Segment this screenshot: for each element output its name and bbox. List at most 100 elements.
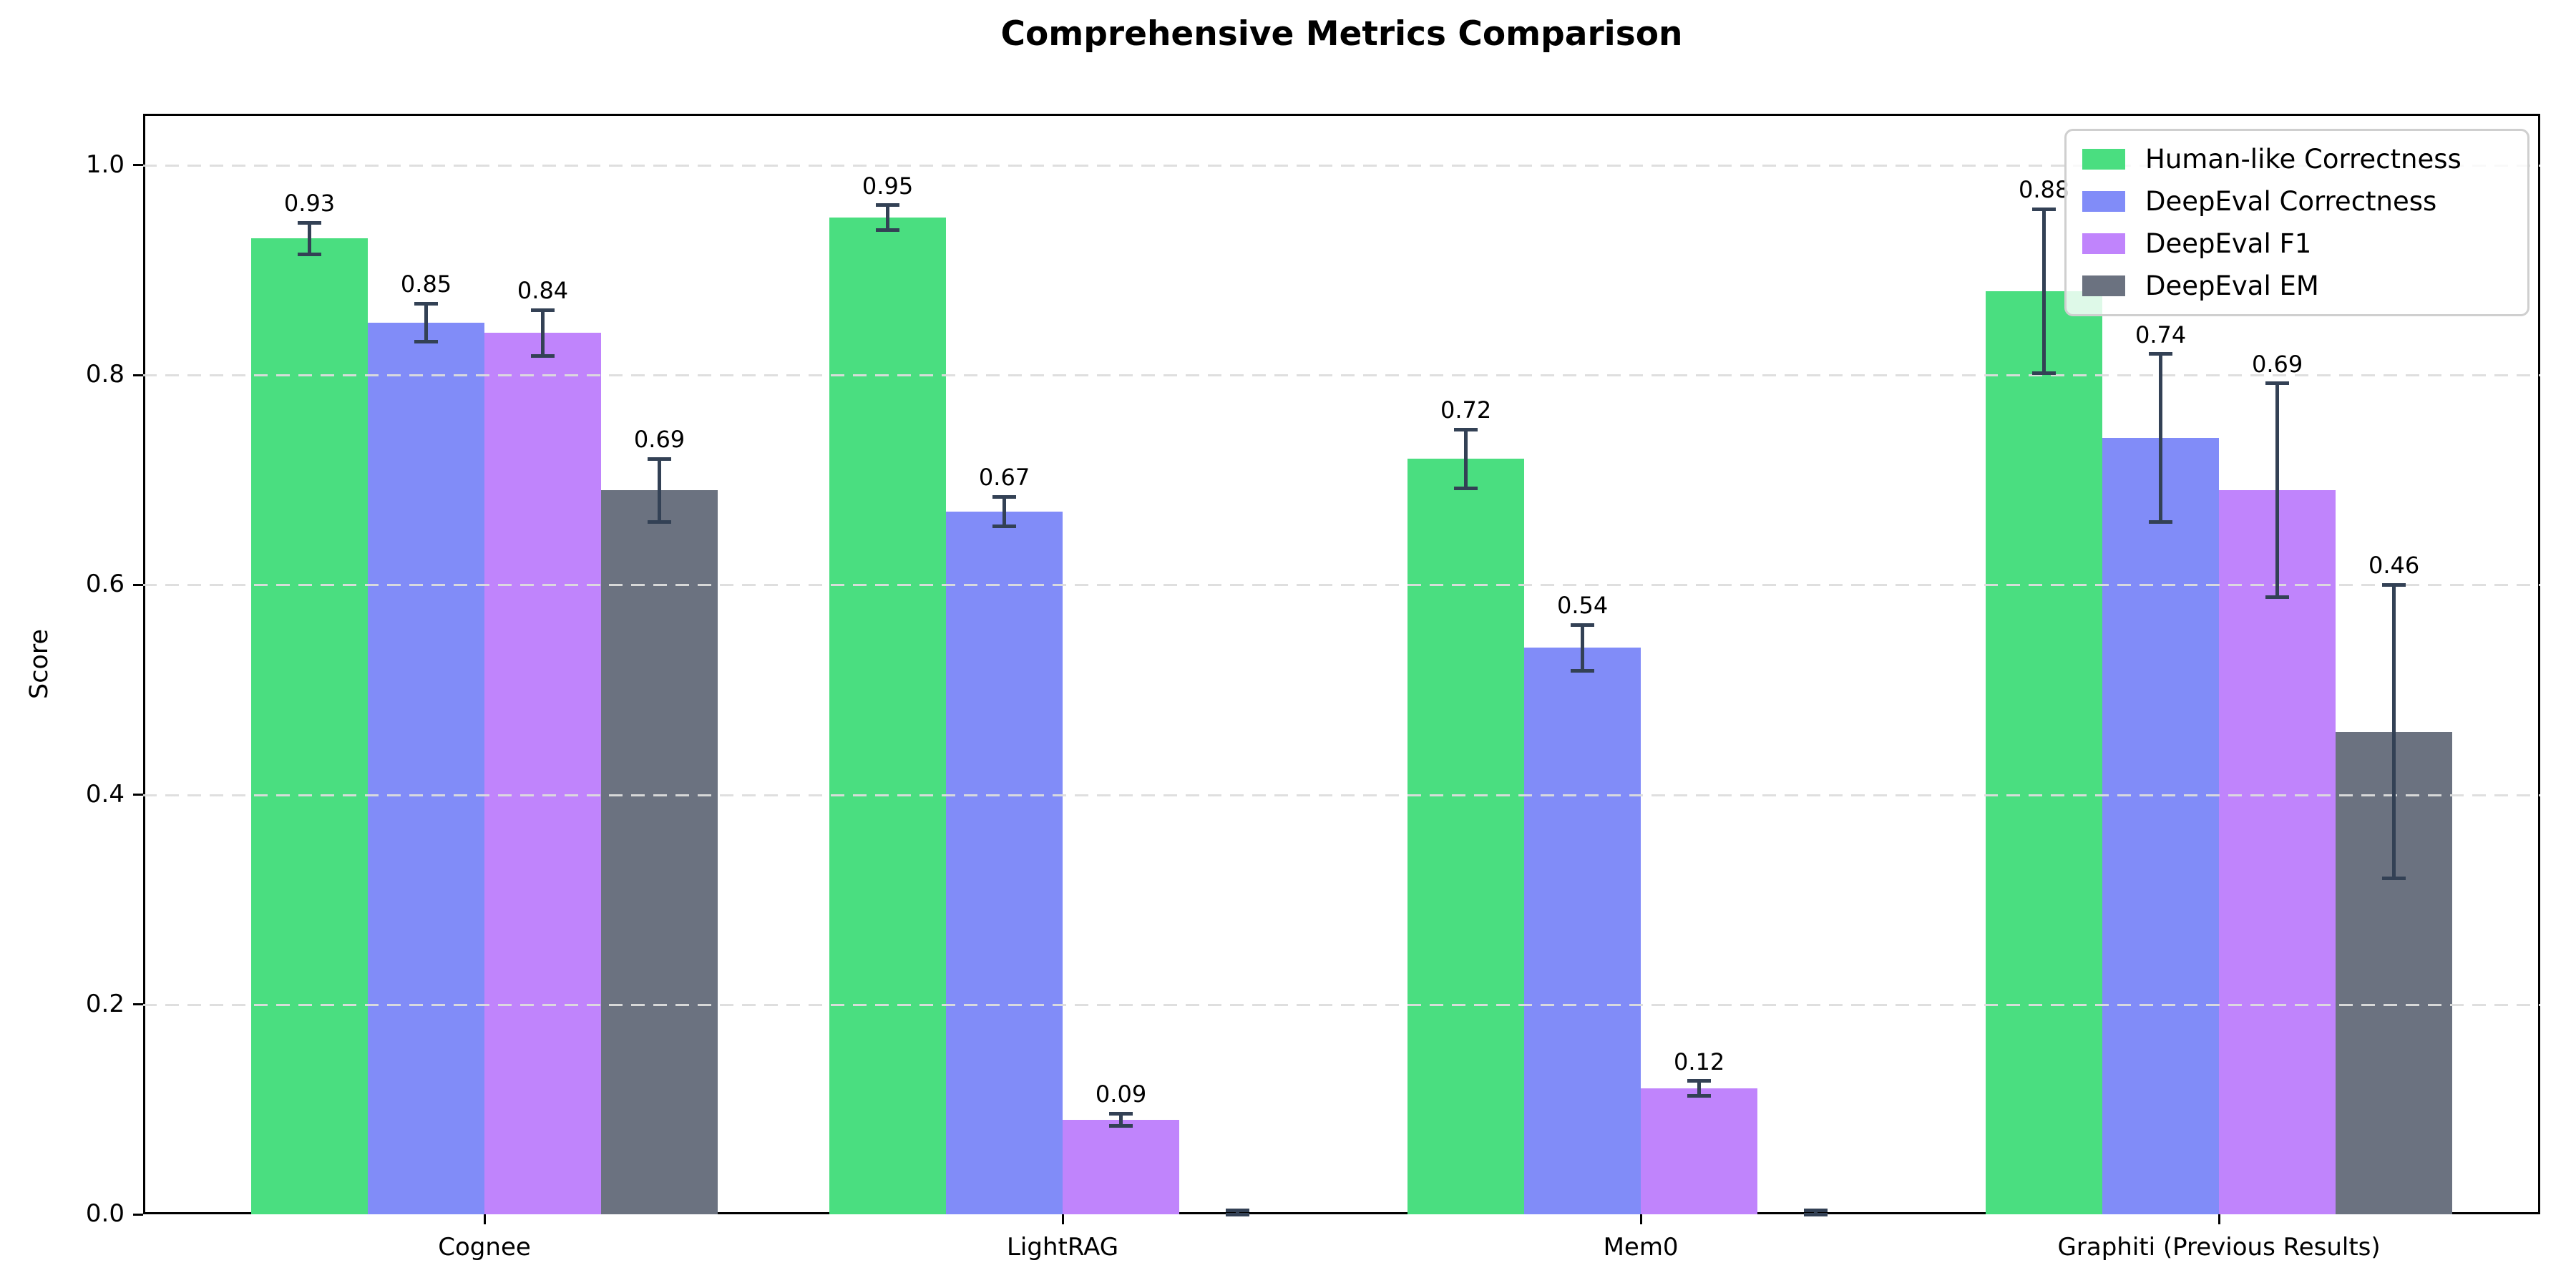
error-cap-low-deepeval-em-mem0 [1804,1212,1828,1216]
error-cap-low-human-like-correctness-graphiti-previous-results [2032,371,2057,375]
bar-human-like-correctness-mem0 [1407,459,1525,1214]
x-tick-label-lightrag: LightRAG [1006,1233,1119,1262]
bar-value-label-human-like-correctness-lightrag: 0.95 [862,172,914,200]
error-bar-deepeval-correctness-lightrag [1002,497,1007,527]
legend-swatch-human-like-correctness [2082,149,2125,170]
bar-human-like-correctness-cognee [251,238,369,1214]
error-bar-human-like-correctness-lightrag [886,205,890,230]
error-cap-high-deepeval-correctness-lightrag [992,494,1017,499]
y-axis-label: Score [25,628,54,700]
error-cap-high-deepeval-em-cognee [648,457,672,461]
error-cap-low-deepeval-correctness-cognee [414,339,439,343]
bar-value-label-deepeval-f1-lightrag: 0.09 [1095,1080,1147,1108]
y-tick-mark-0.2 [133,1003,143,1006]
error-bar-deepeval-correctness-graphiti-previous-results [2159,353,2163,522]
legend-row-human-like-correctness: Human-like Correctness [2082,140,2520,180]
error-cap-low-deepeval-em-lightrag [1226,1212,1250,1216]
x-tick-mark-graphiti-previous-results [2218,1214,2220,1224]
bar-value-label-deepeval-correctness-graphiti-previous-results: 0.74 [2135,321,2187,348]
x-tick-mark-mem0 [1639,1214,1642,1224]
error-cap-low-deepeval-correctness-mem0 [1571,669,1595,673]
error-bar-deepeval-em-lightrag [1236,1210,1240,1214]
error-cap-low-human-like-correctness-lightrag [876,228,900,233]
y-tick-label-0.6: 0.6 [85,570,125,599]
error-cap-high-deepeval-f1-graphiti-previous-results [2265,381,2290,386]
y-tick-label-1.0: 1.0 [85,150,125,179]
error-cap-high-deepeval-correctness-cognee [414,301,439,306]
y-tick-mark-0.6 [133,583,143,586]
y-tick-mark-0.4 [133,794,143,796]
chart-title: Comprehensive Metrics Comparison [1000,14,1683,54]
error-cap-low-deepeval-f1-graphiti-previous-results [2265,595,2290,600]
bar-human-like-correctness-lightrag [829,218,947,1214]
bar-value-label-deepeval-f1-mem0: 0.12 [1673,1048,1725,1075]
error-bar-human-like-correctness-cognee [308,223,312,255]
gridline-y-0.6 [143,584,2540,587]
error-cap-high-deepeval-correctness-graphiti-previous-results [2149,352,2173,356]
bar-value-label-deepeval-correctness-mem0: 0.54 [1556,592,1609,620]
x-tick-mark-cognee [483,1214,486,1224]
y-tick-label-0.4: 0.4 [85,779,125,809]
bar-deepeval-f1-mem0 [1641,1088,1758,1214]
bar-value-label-deepeval-correctness-cognee: 0.85 [400,270,452,298]
bar-deepeval-f1-cognee [484,333,602,1214]
x-tick-label-mem0: Mem0 [1603,1233,1679,1262]
error-cap-low-deepeval-correctness-lightrag [992,524,1017,528]
x-tick-label-graphiti-previous-results: Graphiti (Previous Results) [2057,1233,2381,1262]
bar-deepeval-correctness-mem0 [1524,648,1641,1214]
y-tick-label-0.8: 0.8 [85,360,125,389]
error-cap-high-deepeval-f1-lightrag [1109,1111,1133,1116]
error-bar-deepeval-f1-graphiti-previous-results [2275,383,2280,597]
gridline-y-0.4 [143,794,2540,796]
error-cap-high-deepeval-correctness-mem0 [1571,623,1595,627]
legend: Human-like Correctness DeepEval Correctne… [2064,129,2529,316]
bar-value-label-human-like-correctness-graphiti-previous-results: 0.88 [2018,176,2070,204]
bar-value-label-human-like-correctness-mem0: 0.72 [1440,396,1492,424]
legend-label-human-like-correctness: Human-like Correctness [2145,144,2462,175]
error-bar-human-like-correctness-graphiti-previous-results [2042,209,2046,374]
error-cap-low-deepeval-em-cognee [648,519,672,524]
legend-row-deepeval-correctness: DeepEval Correctness [2082,182,2520,222]
error-bar-deepeval-f1-mem0 [1697,1080,1702,1096]
error-cap-low-deepeval-f1-cognee [531,354,555,358]
error-cap-low-deepeval-f1-mem0 [1687,1093,1712,1098]
error-cap-high-human-like-correctness-lightrag [876,203,900,208]
error-bar-human-like-correctness-mem0 [1464,429,1468,489]
bar-deepeval-correctness-lightrag [946,511,1063,1214]
error-cap-high-deepeval-em-lightrag [1226,1208,1250,1212]
x-tick-label-cognee: Cognee [438,1233,531,1262]
error-cap-low-human-like-correctness-mem0 [1454,486,1478,490]
y-tick-mark-0.8 [133,374,143,376]
error-bar-deepeval-em-cognee [658,459,662,522]
legend-swatch-deepeval-f1 [2082,233,2125,254]
gridline-y-1 [143,164,2540,167]
error-cap-low-deepeval-correctness-graphiti-previous-results [2149,519,2173,524]
bar-value-label-deepeval-correctness-lightrag: 0.67 [978,464,1030,492]
bar-value-label-human-like-correctness-cognee: 0.93 [283,190,336,218]
error-cap-high-deepeval-f1-cognee [531,308,555,312]
legend-label-deepeval-em: DeepEval EM [2145,270,2319,301]
gridline-y-0.2 [143,1003,2540,1006]
legend-row-deepeval-em: DeepEval EM [2082,266,2520,306]
error-cap-low-human-like-correctness-cognee [298,252,322,256]
legend-swatch-deepeval-correctness [2082,191,2125,212]
error-bar-deepeval-em-mem0 [1814,1210,1818,1214]
y-tick-mark-1.0 [133,164,143,167]
plot-area-border [143,114,2540,1214]
error-cap-high-deepeval-em-mem0 [1804,1208,1828,1212]
error-bar-deepeval-em-graphiti-previous-results [2392,585,2396,879]
x-tick-mark-lightrag [1061,1214,1064,1224]
y-tick-label-0.0: 0.0 [85,1199,125,1228]
error-cap-high-human-like-correctness-cognee [298,220,322,225]
bar-value-label-deepeval-f1-cognee: 0.84 [517,277,569,305]
error-cap-low-deepeval-f1-lightrag [1109,1124,1133,1128]
bar-deepeval-correctness-cognee [368,322,485,1214]
bar-value-label-deepeval-em-graphiti-previous-results: 0.46 [2368,552,2420,580]
error-cap-high-deepeval-f1-mem0 [1687,1079,1712,1083]
gridline-y-0.8 [143,374,2540,377]
bar-value-label-deepeval-em-cognee: 0.69 [633,426,686,454]
legend-swatch-deepeval-em [2082,275,2125,296]
bar-deepeval-f1-lightrag [1063,1120,1180,1214]
error-bar-deepeval-correctness-cognee [424,303,429,342]
